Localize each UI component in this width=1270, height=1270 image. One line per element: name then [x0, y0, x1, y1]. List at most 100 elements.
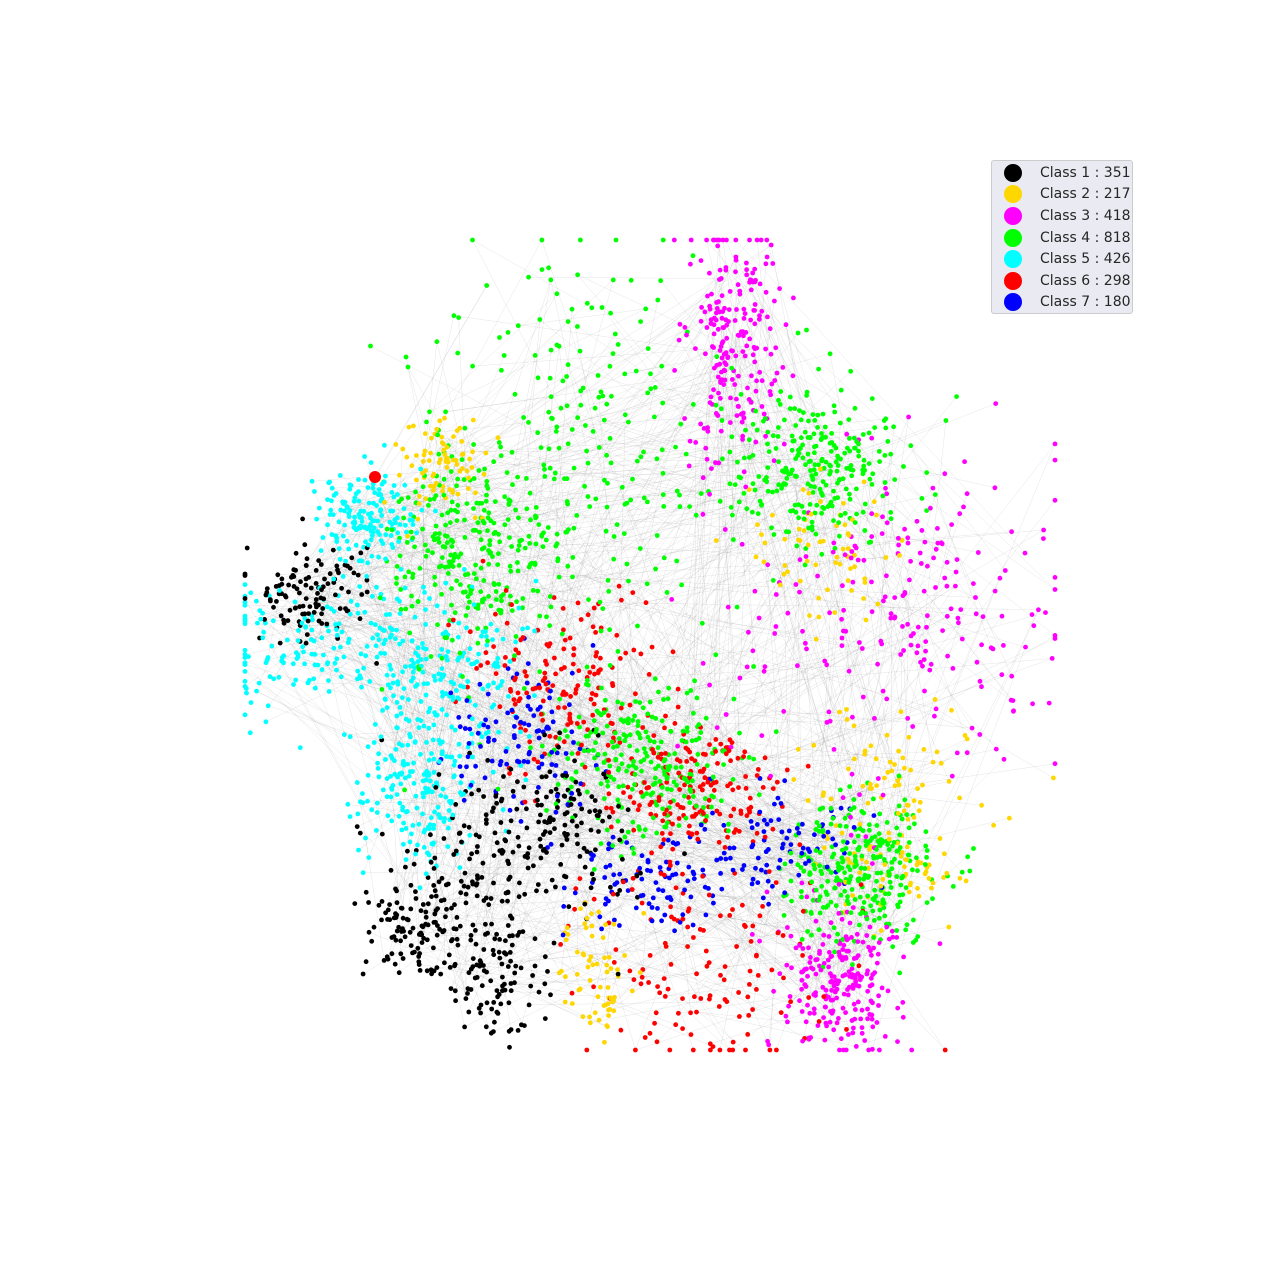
node-class-5	[479, 734, 485, 740]
graph-edge	[716, 356, 739, 788]
node-class-4	[743, 427, 748, 433]
node-class-1	[387, 917, 393, 923]
node-class-5	[403, 809, 409, 815]
node-class-5	[328, 507, 334, 513]
node-class-4	[645, 346, 651, 351]
graph-edge	[625, 805, 909, 881]
node-class-1	[558, 862, 564, 867]
node-class-2	[878, 928, 884, 933]
graph-edge	[344, 564, 976, 598]
node-class-4	[698, 730, 704, 735]
graph-edge	[556, 543, 807, 557]
graph-edge	[746, 274, 859, 440]
node-class-3	[718, 428, 724, 434]
graph-edge	[496, 803, 557, 1013]
node-class-5	[393, 747, 399, 752]
graph-edge	[477, 895, 594, 987]
graph-edge	[417, 684, 602, 784]
node-class-1	[494, 800, 499, 806]
graph-edge	[244, 671, 578, 844]
graph-edge	[552, 669, 562, 686]
node-class-4	[793, 423, 799, 428]
node-class-3	[711, 387, 716, 393]
node-class-1	[441, 836, 447, 841]
node-class-4	[492, 499, 498, 504]
graph-edge	[553, 721, 583, 765]
graph-edge	[729, 764, 895, 916]
node-class-4	[727, 481, 733, 487]
node-class-2	[920, 782, 925, 788]
node-class-4	[571, 525, 577, 531]
node-class-1	[559, 842, 565, 848]
node-class-3	[977, 678, 983, 684]
node-class-6	[800, 908, 806, 914]
node-class-1	[425, 875, 431, 880]
graph-edge	[436, 782, 608, 787]
node-class-4	[427, 409, 432, 415]
node-class-2	[883, 555, 889, 560]
node-class-5	[408, 512, 414, 517]
node-class-1	[379, 917, 384, 923]
graph-edge	[573, 799, 749, 1016]
node-class-3	[768, 392, 774, 398]
node-class-3	[715, 326, 721, 332]
graph-edge	[619, 738, 807, 969]
graph-edge	[384, 630, 751, 972]
graph-edge	[629, 848, 818, 972]
node-class-3	[900, 593, 906, 599]
node-class-6	[686, 830, 691, 836]
graph-edge	[556, 431, 708, 460]
node-class-4	[714, 354, 720, 360]
node-class-5	[388, 508, 393, 514]
graph-edge	[729, 739, 798, 865]
node-class-3	[999, 613, 1005, 619]
node-class-5	[319, 667, 325, 673]
node-class-6	[635, 807, 641, 813]
graph-edge	[846, 887, 907, 1051]
node-class-3	[744, 260, 749, 266]
node-class-3	[785, 1019, 790, 1025]
node-class-4	[832, 949, 837, 955]
node-class-1	[316, 558, 322, 563]
node-class-1	[434, 965, 440, 970]
graph-edge	[472, 631, 484, 758]
node-class-5	[416, 725, 422, 731]
node-class-1	[470, 922, 476, 928]
graph-edge	[385, 698, 502, 762]
graph-edge	[451, 419, 802, 606]
node-class-4	[847, 436, 852, 441]
node-class-5	[242, 618, 248, 624]
graph-edge	[528, 277, 722, 279]
graph-edge	[726, 355, 736, 748]
node-class-4	[435, 432, 440, 438]
node-class-4	[604, 504, 610, 510]
node-class-5	[292, 599, 298, 605]
graph-edge	[402, 640, 859, 966]
graph-edge	[660, 280, 779, 428]
node-class-2	[428, 450, 433, 456]
node-class-1	[592, 808, 598, 814]
node-class-5	[242, 599, 248, 605]
node-class-3	[806, 945, 811, 951]
graph-edge	[446, 467, 455, 684]
node-class-4	[782, 417, 787, 423]
graph-edge	[447, 846, 478, 879]
node-class-3	[909, 1047, 915, 1053]
graph-edge	[729, 451, 881, 910]
graph-edge	[446, 467, 900, 777]
node-class-2	[902, 765, 907, 771]
node-class-5	[263, 620, 268, 626]
graph-edge	[497, 564, 888, 773]
node-class-7	[516, 743, 521, 749]
node-class-5	[451, 773, 457, 779]
node-class-6	[616, 583, 622, 589]
node-class-1	[303, 582, 309, 588]
node-class-6	[655, 754, 661, 760]
node-class-1	[593, 847, 598, 853]
node-class-1	[528, 983, 534, 989]
node-class-5	[405, 761, 410, 767]
node-class-3	[860, 939, 866, 945]
node-class-4	[454, 578, 460, 584]
node-class-3	[940, 628, 945, 633]
graph-edge	[825, 800, 915, 908]
